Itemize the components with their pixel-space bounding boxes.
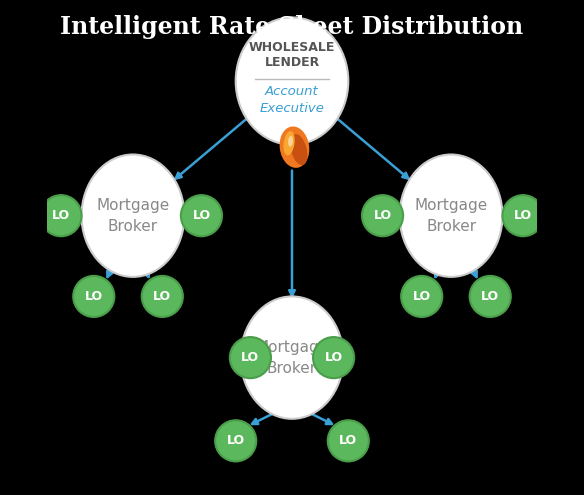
Text: LO: LO	[153, 290, 171, 303]
Ellipse shape	[290, 134, 307, 165]
Text: Mortgage
Broker: Mortgage Broker	[96, 198, 169, 234]
Circle shape	[215, 420, 256, 461]
Text: LO: LO	[514, 209, 532, 222]
Circle shape	[502, 195, 544, 236]
Circle shape	[40, 195, 82, 236]
Ellipse shape	[82, 154, 185, 277]
Text: LO: LO	[481, 290, 499, 303]
Text: Account
Executive: Account Executive	[259, 85, 325, 115]
Ellipse shape	[241, 297, 343, 419]
Circle shape	[328, 420, 369, 461]
Text: Mortgage
Broker: Mortgage Broker	[415, 198, 488, 234]
Circle shape	[362, 195, 403, 236]
Text: Intelligent Rate Sheet Distribution: Intelligent Rate Sheet Distribution	[60, 15, 524, 39]
Text: LO: LO	[52, 209, 70, 222]
Ellipse shape	[399, 154, 502, 277]
Text: LO: LO	[85, 290, 103, 303]
Circle shape	[230, 337, 271, 378]
Circle shape	[470, 276, 511, 317]
Circle shape	[401, 276, 442, 317]
Circle shape	[73, 276, 114, 317]
Text: LO: LO	[325, 351, 343, 364]
Text: WHOLESALE: WHOLESALE	[249, 41, 335, 54]
Text: LO: LO	[241, 351, 259, 364]
Text: LENDER: LENDER	[265, 56, 319, 69]
Text: LO: LO	[374, 209, 392, 222]
Text: LO: LO	[192, 209, 210, 222]
Ellipse shape	[236, 17, 348, 145]
Text: LO: LO	[339, 434, 357, 447]
Ellipse shape	[283, 131, 295, 155]
Ellipse shape	[280, 126, 310, 168]
Circle shape	[181, 195, 222, 236]
Circle shape	[313, 337, 354, 378]
Text: LO: LO	[227, 434, 245, 447]
Ellipse shape	[288, 136, 293, 147]
Circle shape	[142, 276, 183, 317]
Text: Mortgage
Broker: Mortgage Broker	[255, 340, 329, 376]
Text: LO: LO	[413, 290, 431, 303]
